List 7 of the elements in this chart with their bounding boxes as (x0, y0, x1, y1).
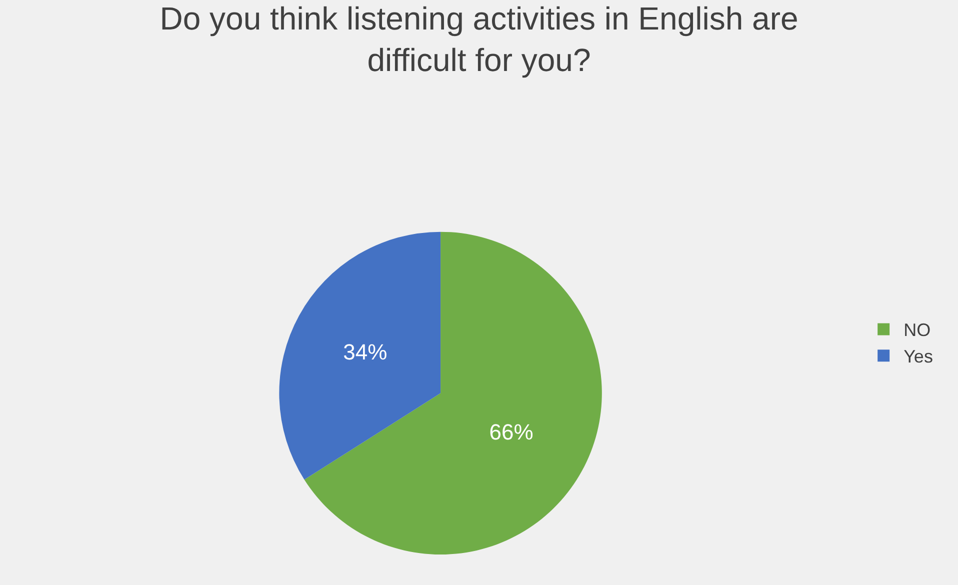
data-label: 34% (343, 339, 388, 364)
legend-label: Yes (904, 346, 933, 367)
pie-slice (304, 232, 602, 554)
chart-title: Do you think listening activities in English are difficult for you? (160, 0, 798, 78)
legend-label: NO (904, 320, 931, 340)
data-label: 66% (489, 420, 534, 445)
pie-slice (280, 232, 441, 480)
